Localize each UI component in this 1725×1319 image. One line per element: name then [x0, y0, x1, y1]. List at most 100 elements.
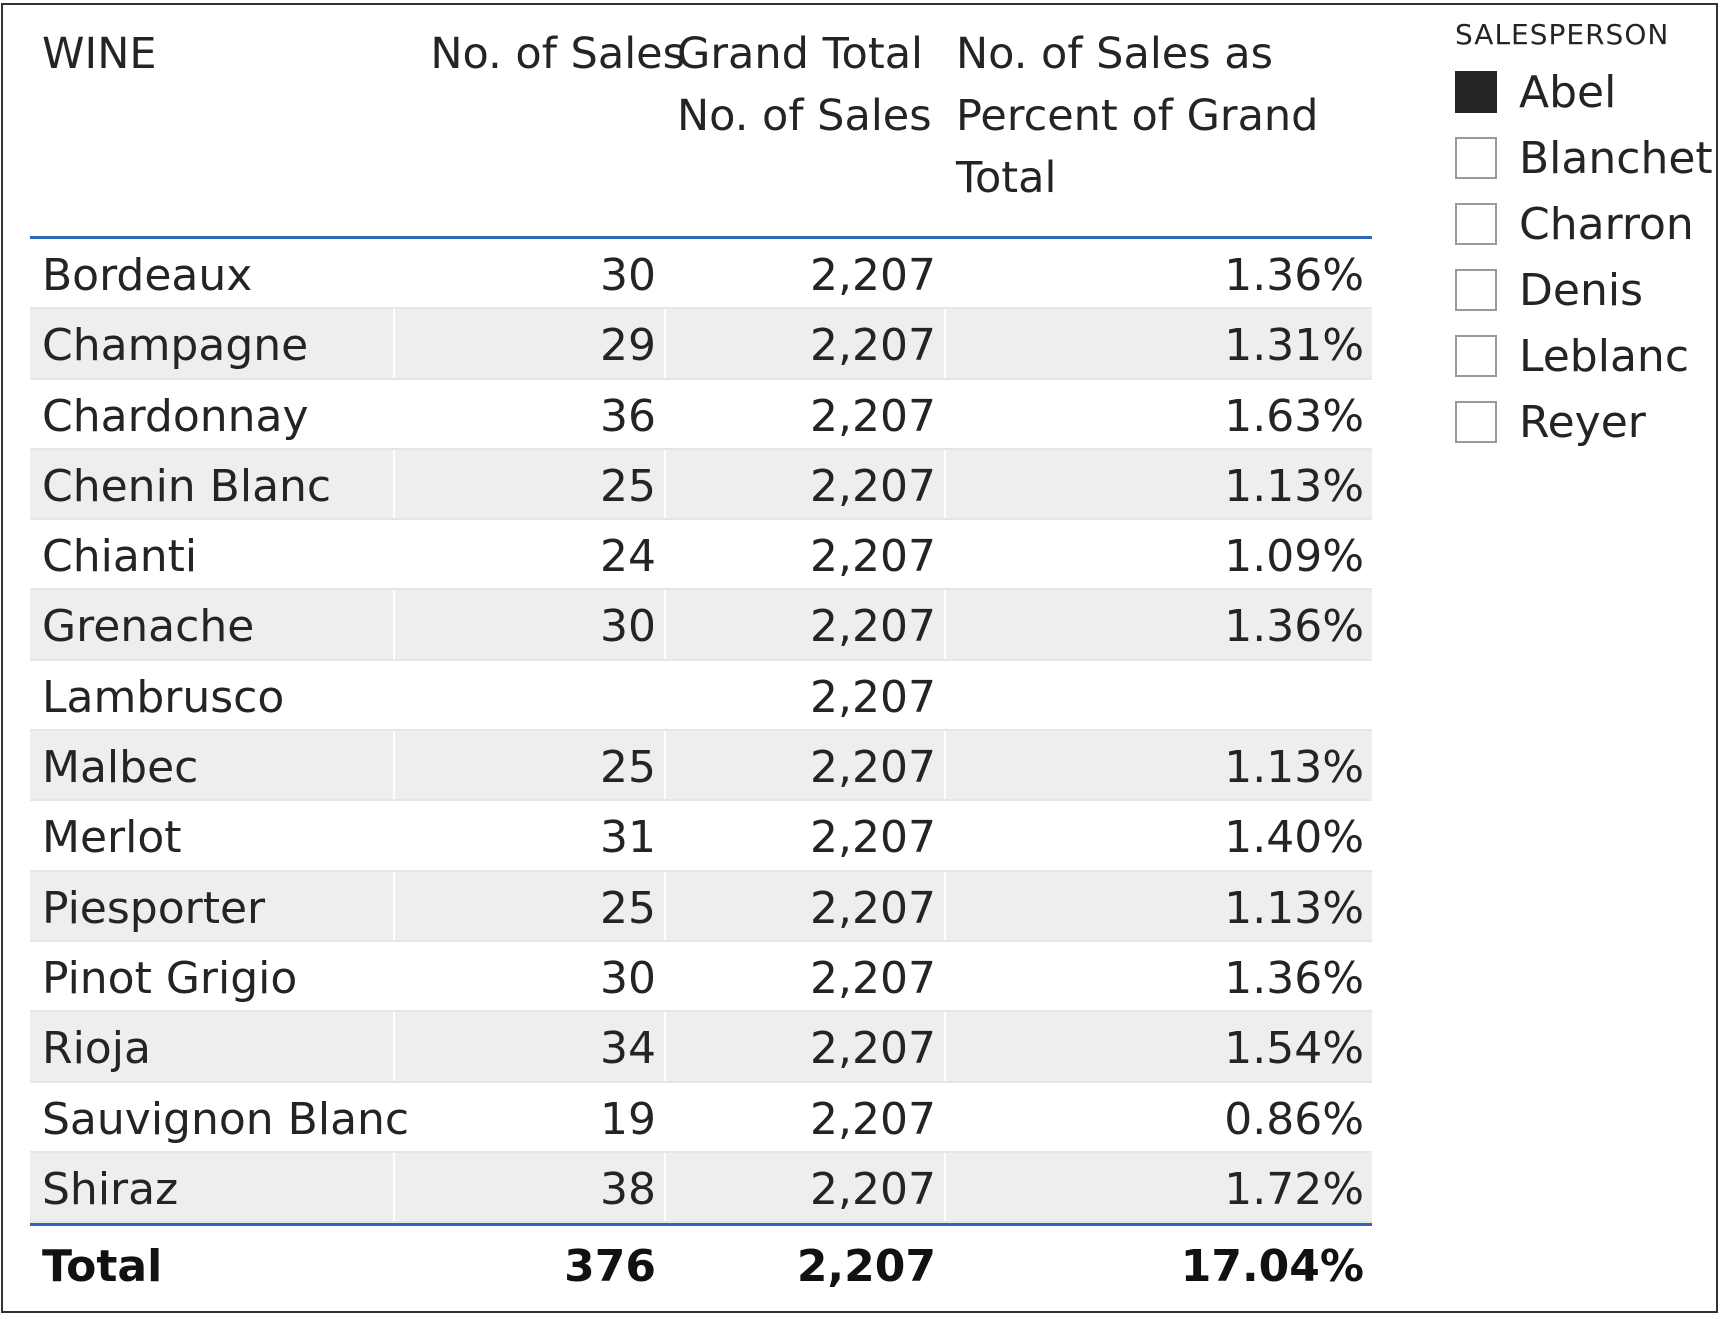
wine-sales-table[interactable]: WINE No. of Sales Grand Total No. of Sal…: [30, 5, 1372, 1303]
cell-grand-total: 2,207: [810, 952, 936, 1004]
column-separator: [944, 1152, 946, 1222]
slicer-item-list: Abel Blanchet Charron Denis Leblanc Reyer: [1455, 59, 1715, 455]
cell-grand-total: 2,207: [810, 812, 936, 864]
cell-sales: 25: [600, 742, 656, 794]
checkbox-unchecked-icon[interactable]: [1455, 269, 1497, 311]
column-separator: [944, 660, 946, 730]
cell-grand-total: 2,207: [810, 1023, 936, 1075]
cell-sales: 24: [600, 531, 656, 583]
column-separator: [664, 520, 666, 589]
cell-wine: Pinot Grigio: [42, 952, 298, 1004]
cell-wine: Shiraz: [42, 1163, 179, 1215]
column-separator: [393, 309, 395, 378]
table-row[interactable]: Grenache 30 2,207 1.36%: [30, 590, 1372, 661]
cell-grand-total: 2,207: [810, 460, 936, 512]
salesperson-slicer: SALESPERSON Abel Blanchet Charron Denis Lebl…: [1455, 15, 1715, 455]
column-separator: [393, 449, 395, 519]
checkbox-unchecked-icon[interactable]: [1455, 335, 1497, 377]
table-row[interactable]: Chenin Blanc 25 2,207 1.13%: [30, 449, 1372, 521]
column-header-grand-total[interactable]: Grand Total No. of Sales: [677, 23, 967, 147]
slicer-item-reyer[interactable]: Reyer: [1455, 389, 1715, 455]
column-separator: [393, 520, 395, 589]
column-separator: [944, 731, 946, 800]
table-row[interactable]: Pinot Grigio 30 2,207 1.36%: [30, 941, 1372, 1013]
cell-sales: 19: [600, 1093, 656, 1145]
column-separator: [664, 1152, 666, 1222]
cell-percent: 1.36%: [1224, 952, 1364, 1004]
checkbox-checked-icon[interactable]: [1455, 71, 1497, 113]
cell-grand-total: 2,207: [810, 1163, 936, 1215]
cell-sales: 30: [600, 601, 656, 653]
slicer-item-charron[interactable]: Charron: [1455, 191, 1715, 257]
cell-grand-total: 2,207: [810, 531, 936, 583]
checkbox-unchecked-icon[interactable]: [1455, 401, 1497, 443]
column-separator: [393, 1012, 395, 1081]
column-separator: [664, 871, 666, 940]
column-separator: [393, 660, 395, 730]
column-header-percent-line1: No. of Sales as: [956, 29, 1274, 79]
slicer-item-label: Abel: [1519, 66, 1617, 118]
cell-sales: 38: [600, 1163, 656, 1215]
column-separator: [393, 941, 395, 1011]
column-separator: [944, 520, 946, 589]
table-row[interactable]: Chardonnay 36 2,207 1.63%: [30, 379, 1372, 450]
column-separator: [664, 731, 666, 800]
table-header-row: WINE No. of Sales Grand Total No. of Sal…: [30, 5, 1372, 239]
column-separator: [664, 1082, 666, 1151]
cell-grand-total: 2,207: [810, 1093, 936, 1145]
column-separator: [944, 941, 946, 1011]
slicer-item-leblanc[interactable]: Leblanc: [1455, 323, 1715, 389]
column-header-percent-line3: Total: [956, 153, 1057, 203]
cell-wine: Chenin Blanc: [42, 460, 332, 512]
total-grand: 2,207: [796, 1241, 936, 1293]
cell-percent: 1.63%: [1224, 390, 1364, 442]
cell-wine: Piesporter: [42, 882, 266, 934]
column-separator: [944, 309, 946, 378]
cell-percent: 1.31%: [1224, 320, 1364, 372]
cell-sales: [394, 661, 656, 731]
report-canvas: WINE No. of Sales Grand Total No. of Sal…: [1, 3, 1718, 1313]
cell-sales: 25: [600, 460, 656, 512]
column-separator: [393, 801, 395, 870]
column-header-percent-line2: Percent of Grand: [956, 91, 1319, 141]
table-row[interactable]: Merlot 31 2,207 1.40%: [30, 801, 1372, 872]
cell-sales: 34: [600, 1023, 656, 1075]
column-separator: [944, 449, 946, 519]
column-header-wine[interactable]: WINE: [42, 23, 372, 85]
cell-wine: Grenache: [42, 601, 255, 653]
column-separator: [944, 1082, 946, 1151]
cell-wine: Rioja: [42, 1023, 151, 1075]
slicer-title: SALESPERSON: [1455, 18, 1670, 51]
cell-grand-total: 2,207: [810, 250, 936, 301]
table-row[interactable]: Shiraz 38 2,207 1.72%: [30, 1152, 1372, 1224]
table-row[interactable]: Malbec 25 2,207 1.13%: [30, 731, 1372, 802]
table-row[interactable]: Champagne 29 2,207 1.31%: [30, 309, 1372, 380]
slicer-item-label: Reyer: [1519, 396, 1646, 448]
cell-wine: Malbec: [42, 742, 199, 794]
cell-wine: Chardonnay: [42, 390, 309, 442]
table-row[interactable]: Bordeaux 30 2,207 1.36%: [30, 239, 1372, 310]
column-separator: [944, 590, 946, 659]
table-row[interactable]: Piesporter 25 2,207 1.13%: [30, 871, 1372, 942]
table-row[interactable]: Chianti 24 2,207 1.09%: [30, 520, 1372, 591]
slicer-item-denis[interactable]: Denis: [1455, 257, 1715, 323]
column-separator: [393, 871, 395, 940]
table-row[interactable]: Lambrusco 2,207: [30, 660, 1372, 732]
column-separator: [393, 1082, 395, 1151]
table-body: Bordeaux 30 2,207 1.36% Champagne 29 2,207 1.31…: [30, 239, 1372, 1224]
cell-wine: Bordeaux: [42, 250, 253, 301]
column-separator: [944, 1012, 946, 1081]
slicer-item-abel[interactable]: Abel: [1455, 59, 1715, 125]
slicer-item-blanchet[interactable]: Blanchet: [1455, 125, 1715, 191]
checkbox-unchecked-icon[interactable]: [1455, 137, 1497, 179]
slicer-item-label: Leblanc: [1519, 330, 1690, 382]
table-row[interactable]: Sauvignon Blanc 19 2,207 0.86%: [30, 1082, 1372, 1153]
cell-grand-total: 2,207: [810, 671, 936, 723]
column-header-percent[interactable]: No. of Sales as Percent of Grand Total: [956, 23, 1366, 209]
column-separator: [944, 379, 946, 448]
column-separator: [664, 660, 666, 730]
cell-percent: 1.72%: [1224, 1163, 1364, 1215]
column-header-sales[interactable]: No. of Sales: [385, 23, 685, 85]
table-row[interactable]: Rioja 34 2,207 1.54%: [30, 1012, 1372, 1083]
checkbox-unchecked-icon[interactable]: [1455, 203, 1497, 245]
